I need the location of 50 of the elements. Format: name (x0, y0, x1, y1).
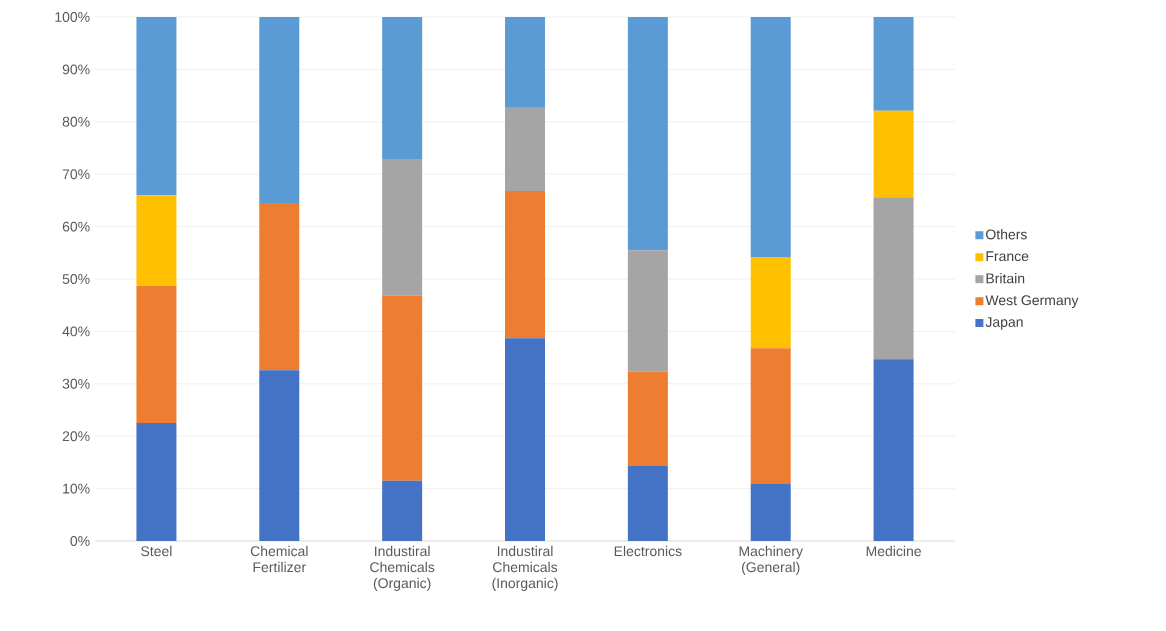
y-tick-label: 20% (62, 431, 90, 442)
bar (873, 16, 914, 111)
legend-label: West Germany (985, 295, 1079, 308)
y-tick-label: 0% (70, 536, 90, 546)
y-tick-label: 50% (62, 274, 90, 284)
x-tick-label: Industiral Chemicals (Inorganic) (492, 545, 558, 591)
x-tick-label: Medicine (866, 545, 921, 557)
y-tick-label: 40% (62, 326, 90, 337)
bar (627, 16, 668, 251)
bar (505, 16, 545, 108)
x-tick-label: Electronics (614, 545, 682, 557)
x-tick-label: Machinery (General) (739, 545, 803, 575)
bar (136, 195, 177, 286)
y-tick-label: 70% (62, 169, 90, 180)
x-tick-label: Steel (141, 545, 172, 557)
bar (873, 197, 914, 360)
bar (750, 348, 791, 484)
bar (259, 16, 300, 204)
y-tick-label: 10% (63, 483, 90, 494)
bar (136, 16, 177, 196)
bar (873, 110, 914, 198)
bar (136, 285, 177, 424)
legend-label: Britain (986, 273, 1025, 284)
bar (505, 107, 545, 191)
legend-label: Japan (985, 317, 1023, 330)
x-tick-label: Industiral Chemicals (Organic) (370, 545, 435, 591)
legend-label: Others (986, 229, 1027, 240)
bar (750, 256, 791, 349)
bar (259, 203, 300, 371)
bar (505, 190, 545, 339)
bar (873, 359, 914, 541)
bar (382, 480, 423, 541)
bar (627, 371, 668, 467)
bar (382, 16, 423, 159)
bar (627, 250, 668, 372)
bar (259, 370, 300, 541)
bar (382, 159, 423, 296)
legend-label: France (986, 251, 1029, 262)
bar (627, 466, 668, 541)
y-tick-label: 30% (62, 378, 90, 389)
bar (750, 16, 791, 257)
bar (750, 483, 791, 541)
bar (382, 295, 423, 481)
bar (136, 423, 177, 541)
y-tick-label: 80% (62, 116, 90, 127)
bar (505, 338, 545, 541)
y-tick-label: 60% (62, 221, 90, 232)
y-tick-label: 90% (62, 64, 90, 75)
y-tick-label: 100% (55, 12, 90, 22)
x-tick-label: Chemical Fertilizer (250, 545, 308, 573)
